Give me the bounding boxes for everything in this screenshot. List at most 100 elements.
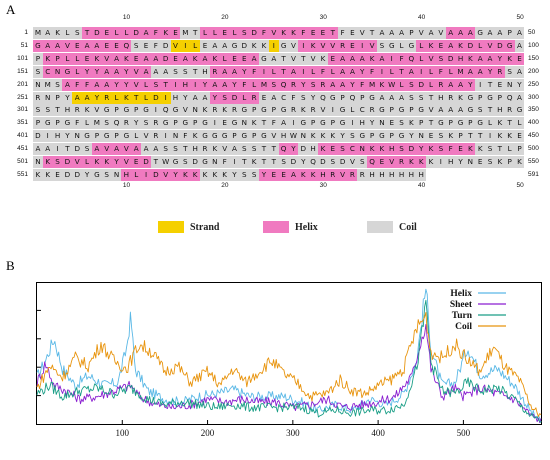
row-end-number: 250 (528, 80, 539, 88)
residue-cell: G (259, 52, 269, 65)
residue-cell: M (367, 78, 377, 91)
residue-cell: T (259, 117, 269, 130)
row-start-number: 151 (17, 67, 28, 75)
residue-cell: I (327, 104, 338, 117)
residue-cell: Y (347, 78, 358, 91)
residue-cell: P (504, 27, 515, 39)
row-start-number: 501 (17, 158, 28, 165)
residue-cell: L (249, 78, 260, 91)
residue-cell: V (426, 104, 436, 117)
residue-cell: Y (485, 65, 495, 78)
residue-cell: Q (278, 143, 289, 156)
residue-cell: F (435, 65, 446, 78)
residue-cell: S (249, 143, 260, 156)
residue-cell: E (170, 27, 181, 39)
residue-cell: V (101, 52, 112, 65)
residue-cell: Y (416, 143, 427, 156)
residue-cell: D (72, 143, 83, 156)
residue-cell: K (52, 27, 63, 39)
sequence-row: 351 P G P G F L M S Q R Y S R G P G P G I E G N K T F A I G P G P G I H Y N E… (0, 117, 550, 130)
row-start-number: 351 (17, 119, 28, 127)
residue-cell: Q (121, 39, 132, 52)
residue-cell: P (131, 104, 142, 117)
row-end-number: 350 (528, 106, 539, 114)
residue-cell: Y (298, 156, 309, 168)
residue-cell: S (298, 91, 309, 104)
residue-cell: S (82, 143, 92, 156)
residue-cell: N (298, 130, 309, 143)
residue-cell: K (504, 52, 515, 65)
residue-cell: T (52, 104, 63, 117)
residue-cell: A (426, 27, 436, 39)
residue-cell: Q (278, 78, 289, 91)
residue-cell: I (150, 104, 161, 117)
residue-cell: L (82, 156, 92, 168)
residue-cell: E (278, 168, 289, 181)
residue-cell: A (445, 78, 456, 91)
residue-cell: V (318, 104, 328, 117)
residue-cell: H (318, 168, 328, 181)
residue-cell: S (337, 143, 348, 156)
residue-cell: A (200, 52, 210, 65)
residue-cell: Y (121, 78, 132, 91)
residue-cell: M (455, 65, 466, 78)
residue-cell: L (514, 117, 525, 130)
residue-cell: D (406, 143, 417, 156)
residue-cell: H (376, 168, 387, 181)
residue-cell: S (150, 78, 161, 91)
residue-cell: Y (62, 130, 73, 143)
residue-cell: K (298, 104, 309, 117)
residue-cell: V (91, 104, 102, 117)
residue-cell: T (62, 143, 73, 156)
residue-cell: K (91, 52, 102, 65)
residue-cell: A (42, 27, 53, 39)
residue-cell: L (416, 52, 427, 65)
residue-cell: A (455, 78, 466, 91)
residue-cell: F (357, 78, 368, 91)
residue-cell: Y (209, 91, 220, 104)
residue-cell: A (337, 78, 348, 91)
residue-cell: T (239, 156, 250, 168)
residue-cell: S (396, 117, 407, 130)
residue-cell: S (376, 39, 387, 52)
residue-cell: V (426, 52, 436, 65)
residue-cell: K (298, 168, 309, 181)
residue-cell: G (101, 104, 112, 117)
residue-cell: K (219, 104, 230, 117)
residue-cell: E (111, 39, 122, 52)
row-start-number: 101 (17, 54, 28, 62)
sequence-row: 451 A A I T D S A V A V A A A S S T H R K V A S S T T Q Y D H K E S C N K K H… (0, 143, 550, 156)
residue-cell: S (416, 91, 427, 104)
residue-cell: T (504, 117, 515, 130)
residue-cell: Q (504, 91, 515, 104)
residue-cell: D (288, 156, 299, 168)
residue-cell: A (475, 52, 486, 65)
residue-cell: I (416, 65, 427, 78)
residue-cell: S (504, 65, 515, 78)
residue-cell: Y (259, 168, 269, 181)
residue-cell: A (278, 117, 289, 130)
residue-cell: L (219, 52, 230, 65)
residue-cell: A (180, 52, 191, 65)
residue-cell: Y (170, 168, 181, 181)
residue-cell: K (249, 117, 260, 130)
residue-cell: P (327, 117, 338, 130)
residue-cell: D (33, 130, 43, 143)
residue-cell: H (200, 65, 210, 78)
row-start-number: 51 (20, 41, 28, 49)
residue-cell: I (42, 130, 53, 143)
panel-a-label: A (6, 2, 16, 17)
residue-cell: L (62, 52, 73, 65)
residue-cell: S (42, 104, 53, 117)
residue-cell: T (327, 27, 338, 39)
panel-b-label: B (6, 258, 15, 273)
residue-cell: Y (229, 168, 240, 181)
residue-cell: V (485, 39, 495, 52)
residue-cell: T (180, 143, 191, 156)
residue-cell: A (141, 52, 151, 65)
residue-cell: I (288, 117, 299, 130)
residue-cell: K (200, 104, 210, 117)
row-start-number: 451 (17, 145, 28, 153)
residue-cell: K (308, 168, 319, 181)
